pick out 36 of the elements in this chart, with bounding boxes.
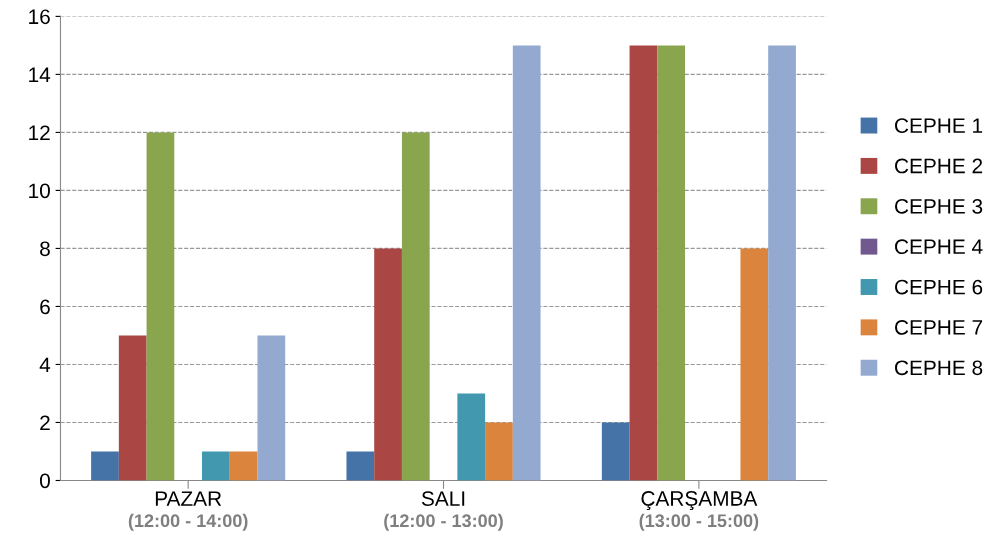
y-tick-label: 10 [29, 183, 50, 199]
bar [512, 45, 541, 481]
x-tick-label: ÇARŞAMBA (13:00 - 15:00) [639, 491, 759, 531]
y-tick-label: 14 [29, 67, 51, 82]
legend-label: CEPHE 1 [895, 118, 983, 133]
legend-label: CEPHE 4 [895, 239, 983, 255]
y-tick-label: 2 [40, 415, 50, 431]
bar [257, 335, 286, 481]
legend-label: CEPHE 8 [895, 360, 983, 376]
bar [629, 45, 658, 481]
bar [346, 451, 375, 481]
y-tick-label: 8 [40, 241, 50, 257]
bar [601, 422, 630, 481]
bar [740, 248, 769, 481]
bar [229, 451, 258, 481]
bar [374, 248, 402, 481]
bar [146, 132, 175, 481]
x-tick-label: PAZAR (12:00 - 14:00) [128, 491, 248, 531]
bar [485, 422, 513, 481]
legend-label: CEPHE 6 [895, 279, 983, 295]
legend-label: CEPHE 3 [895, 198, 983, 214]
legend-label: CEPHE 7 [895, 320, 983, 335]
bar [118, 335, 147, 481]
bar [457, 393, 486, 481]
bar [657, 45, 686, 481]
x-tick-label: SALI (12:00 - 13:00) [384, 491, 503, 531]
bar [91, 451, 119, 481]
legend-label: CEPHE 2 [895, 158, 983, 174]
bar [768, 45, 796, 481]
bar [202, 451, 230, 481]
y-tick-label: 12 [29, 125, 50, 140]
y-tick-label: 6 [40, 299, 50, 315]
y-tick-label: 4 [39, 357, 51, 372]
y-tick-label: 16 [29, 9, 50, 25]
y-tick-label: 0 [39, 473, 50, 489]
bar [401, 132, 430, 481]
